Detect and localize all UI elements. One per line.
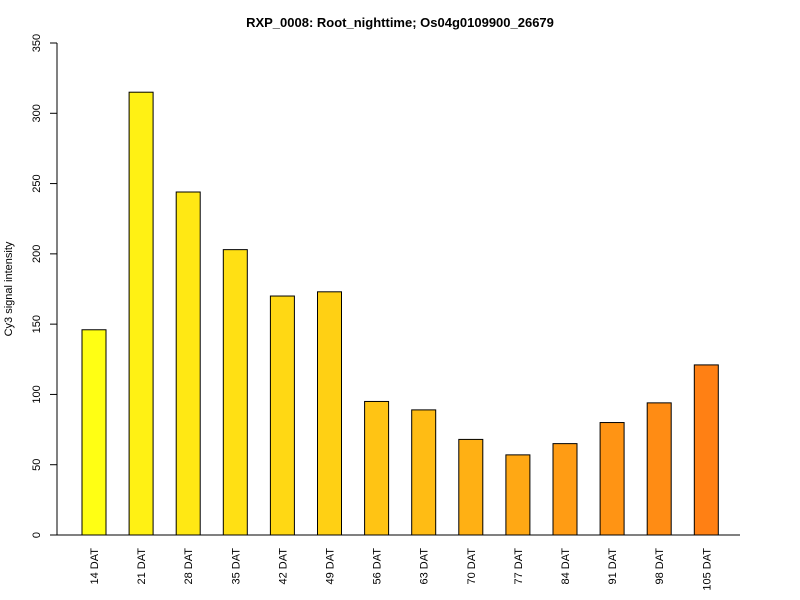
x-tick-label: 56 DAT [372, 548, 384, 585]
x-tick-label: 84 DAT [560, 548, 572, 585]
y-tick-label: 150 [31, 315, 43, 333]
y-tick-label: 300 [31, 104, 43, 122]
bar [175, 191, 201, 536]
bar [222, 249, 248, 536]
x-tick-label: 35 DAT [230, 548, 242, 585]
x-tick-label: 42 DAT [277, 548, 289, 585]
y-tick-label: 0 [31, 532, 43, 538]
bar [364, 400, 390, 536]
x-tick-label: 21 DAT [136, 548, 148, 585]
bar [646, 402, 672, 536]
x-tick-label: 63 DAT [419, 548, 431, 585]
x-axis-ticks: 14 DAT 21 DAT 28 DAT 35 DAT 42 DAT 49 DAT 56 D… [89, 548, 713, 591]
x-tick-label: 49 DAT [325, 548, 337, 585]
bar [458, 438, 484, 536]
bar [411, 409, 437, 536]
y-tick-label: 350 [31, 34, 43, 52]
x-tick-label: 105 DAT [701, 548, 713, 591]
x-tick-label: 77 DAT [513, 548, 525, 585]
x-tick-label: 70 DAT [466, 548, 478, 585]
y-axis-label: Cy3 signal intensity [3, 241, 15, 336]
x-tick-label: 98 DAT [654, 548, 666, 585]
y-tick-label: 250 [31, 174, 43, 192]
bar [81, 329, 107, 536]
y-tick-label: 100 [31, 385, 43, 403]
bar [269, 295, 295, 536]
y-tick-label: 200 [31, 245, 43, 263]
x-tick-label: 91 DAT [607, 548, 619, 585]
bar [317, 291, 342, 536]
chart-title: RXP_0008: Root_nighttime; Os04g0109900_2… [246, 15, 554, 30]
y-axis-ticks: 0 50 100 150 200 250 300 350 [31, 34, 57, 538]
y-tick-label: 50 [31, 459, 43, 471]
x-tick-label: 14 DAT [89, 548, 101, 585]
bar [693, 364, 719, 536]
x-tick-label: 28 DAT [183, 548, 195, 585]
bar [505, 454, 531, 536]
bar [128, 91, 154, 536]
bars-group [81, 91, 719, 536]
bar [599, 422, 625, 536]
bar [552, 443, 578, 536]
